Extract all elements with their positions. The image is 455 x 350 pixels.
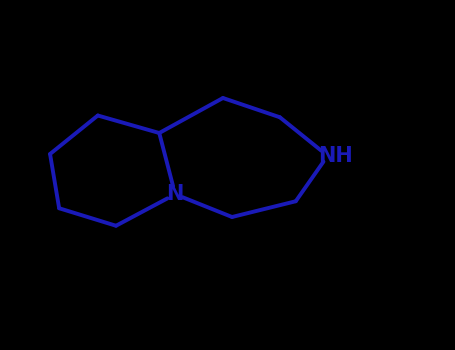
Text: NH: NH: [318, 146, 353, 166]
Text: N: N: [167, 184, 184, 204]
